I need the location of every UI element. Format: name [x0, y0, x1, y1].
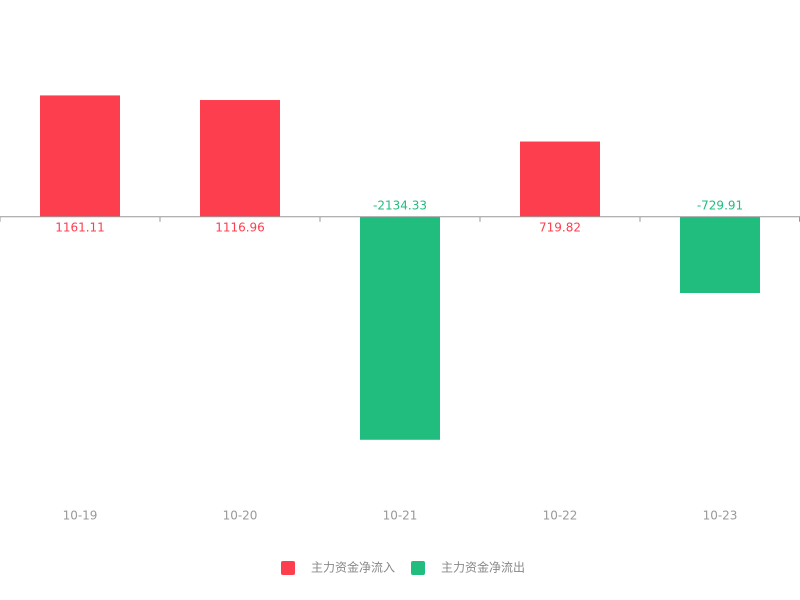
legend-label: 主力资金净流入 [311, 560, 395, 575]
x-tick-label: 10-23 [703, 509, 738, 523]
bar [520, 141, 600, 217]
x-tick-label: 10-21 [383, 509, 418, 523]
x-tick-label: 10-19 [63, 509, 98, 523]
legend-swatch [281, 561, 295, 575]
bar [40, 95, 120, 217]
data-label: -2134.33 [373, 198, 427, 212]
x-tick-label: 10-22 [543, 509, 578, 523]
legend-label: 主力资金净流出 [441, 560, 525, 575]
data-label: 1161.11 [55, 220, 105, 234]
bar [360, 216, 440, 440]
x-tick-label: 10-20 [223, 509, 258, 523]
bar [200, 100, 280, 217]
data-label: 1116.96 [215, 220, 265, 234]
data-label: 719.82 [539, 220, 581, 234]
legend-swatch [411, 561, 426, 575]
bar [680, 216, 760, 294]
data-label: -729.91 [697, 198, 743, 212]
